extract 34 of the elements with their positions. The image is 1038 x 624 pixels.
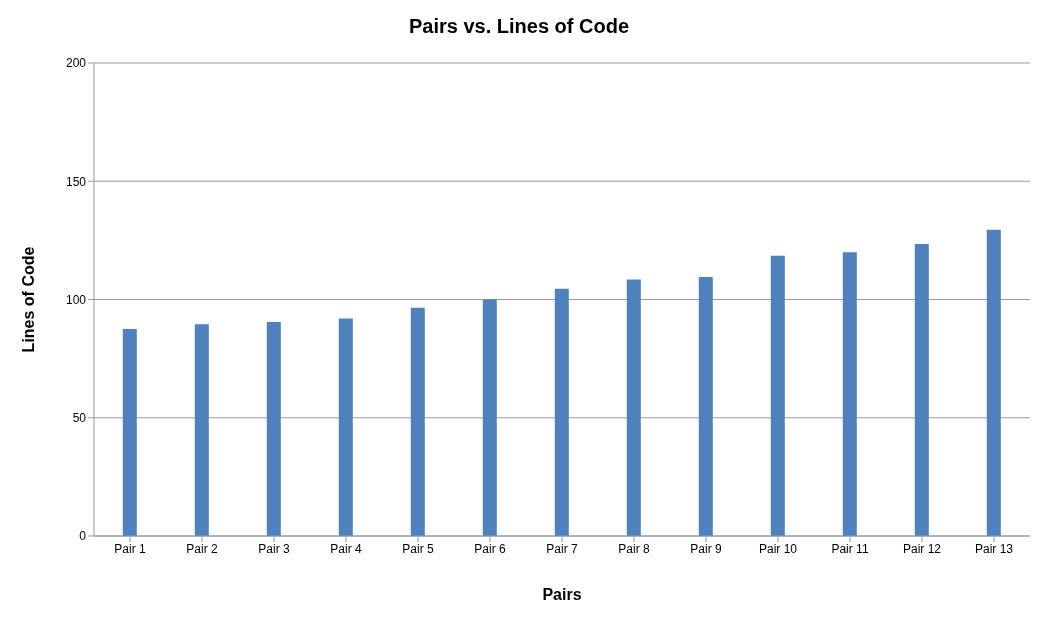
y-tick-label: 200 <box>65 56 87 71</box>
x-tick-label: Pair 12 <box>902 541 942 556</box>
bar <box>338 318 353 536</box>
x-tick-label: Pair 13 <box>974 541 1014 556</box>
x-tick-label: Pair 7 <box>546 541 578 556</box>
bar <box>770 255 785 536</box>
x-tick-label: Pair 8 <box>618 541 650 556</box>
chart-title: Pairs vs. Lines of Code <box>407 14 631 39</box>
bar <box>986 229 1001 536</box>
bar <box>266 321 281 536</box>
y-tick-label: 0 <box>79 529 87 544</box>
bar <box>410 307 425 536</box>
x-tick-label: Pair 3 <box>258 541 290 556</box>
bar <box>122 329 137 536</box>
x-axis-title: Pairs <box>542 586 582 603</box>
y-tick-label: 150 <box>65 174 87 189</box>
bar <box>914 243 929 536</box>
x-tick-label: Pair 11 <box>831 541 869 556</box>
x-tick-label: Pair 1 <box>114 541 146 556</box>
y-tick-label: 100 <box>65 292 87 307</box>
y-tick-label: 50 <box>72 411 87 426</box>
x-tick-label: Pair 6 <box>474 541 506 556</box>
bar <box>194 324 209 536</box>
x-tick-label: Pair 9 <box>690 541 722 556</box>
bar <box>842 252 857 536</box>
y-axis-title: Lines of Code <box>19 246 37 353</box>
bar <box>482 299 497 536</box>
x-tick-label: Pair 2 <box>186 541 218 556</box>
bar <box>626 279 641 536</box>
x-tick-label: Pair 5 <box>402 541 434 556</box>
bar <box>554 288 569 536</box>
x-tick-label: Pair 4 <box>330 541 362 556</box>
x-tick-label: Pair 10 <box>758 541 798 556</box>
bar <box>698 277 713 536</box>
